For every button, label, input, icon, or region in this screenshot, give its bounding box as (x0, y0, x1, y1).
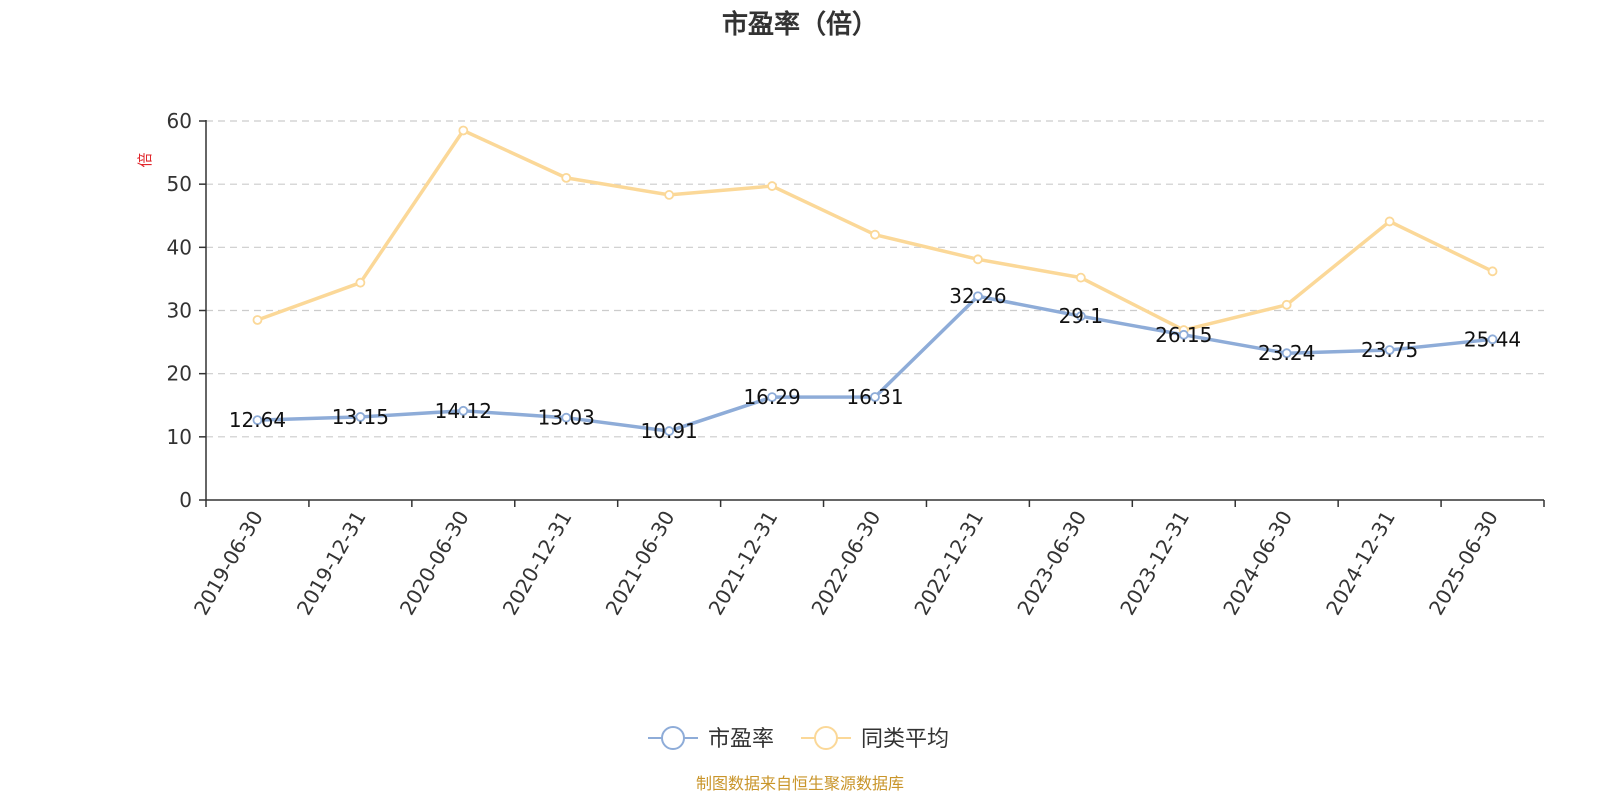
y-tick-label: 50 (167, 172, 192, 196)
x-tick-label: 2022-06-30 (806, 507, 885, 620)
data-point (1075, 311, 1086, 322)
data-point (458, 125, 469, 136)
data-point (1075, 272, 1086, 283)
x-tick-label: 2023-12-31 (1115, 507, 1194, 620)
data-label: 16.29 (743, 385, 800, 409)
data-point (1384, 345, 1395, 355)
data-label: 25.44 (1464, 327, 1521, 351)
legend-marker (814, 726, 838, 750)
data-label: 26.15 (1155, 323, 1212, 347)
legend-marker (661, 726, 685, 750)
x-tick-label: 2024-06-30 (1218, 507, 1297, 620)
y-tick-label: 0 (179, 488, 192, 512)
legend[interactable]: 市盈率 同类平均 (648, 726, 949, 752)
y-tick-label: 40 (167, 235, 192, 259)
data-point (561, 172, 572, 183)
x-tick-label: 2022-12-31 (909, 507, 988, 620)
data-point (1178, 329, 1189, 340)
legend-item-1[interactable]: 同类平均 (801, 726, 949, 752)
data-labels: 12.64 13.15 14.12 13.03 10.91 16.29 16.31 32.26… (229, 284, 1521, 443)
data-point (355, 412, 366, 422)
data-point (973, 291, 983, 302)
series-lines (252, 125, 1498, 436)
data-label: 23.24 (1258, 341, 1315, 365)
x-tick-label: 2025-06-30 (1424, 507, 1503, 620)
x-tick-label: 2020-06-30 (395, 507, 474, 620)
y-axis-unit-label: 倍 (136, 152, 154, 167)
axes: 0 10 20 30 40 50 60 2019-06-30 2019-12-31 2020-06… (167, 109, 1545, 620)
data-point (458, 405, 469, 416)
data-point (1487, 266, 1498, 277)
data-point (1487, 334, 1498, 345)
data-label: 13.15 (332, 405, 389, 429)
data-label: 32.26 (949, 284, 1006, 308)
x-tick-label: 2019-12-31 (292, 507, 371, 620)
data-label: 10.91 (641, 419, 698, 443)
data-point (355, 277, 366, 288)
x-tick-label: 2021-06-30 (601, 507, 680, 620)
x-tick-label: 2023-06-30 (1012, 507, 1091, 620)
data-point (767, 392, 777, 403)
x-tick-label: 2019-06-30 (189, 507, 268, 620)
data-point (561, 412, 572, 423)
data-point (973, 254, 983, 265)
data-point (870, 392, 880, 402)
data-point (1384, 216, 1395, 227)
data-point (664, 426, 675, 436)
data-point (664, 190, 675, 200)
data-point (1281, 299, 1292, 310)
data-point (767, 181, 777, 191)
legend-item-0[interactable]: 市盈率 (648, 726, 774, 752)
legend-label: 市盈率 (708, 727, 774, 752)
data-label: 13.03 (538, 406, 595, 430)
data-label: 29.1 (1059, 304, 1104, 328)
x-tick-label: 2024-12-31 (1321, 507, 1400, 620)
data-point (252, 415, 263, 426)
x-tick-label: 2020-12-31 (498, 507, 577, 620)
data-label: 14.12 (435, 399, 492, 423)
data-point (1281, 348, 1292, 359)
source-note: 制图数据来自恒生聚源数据库 (696, 774, 904, 793)
data-point (870, 229, 880, 240)
y-tick-label: 20 (167, 362, 192, 386)
data-label: 16.31 (846, 385, 903, 409)
data-point (252, 315, 263, 325)
data-label: 23.75 (1361, 338, 1418, 362)
x-tick-label: 2021-12-31 (704, 507, 783, 620)
chart-title: 市盈率（倍） (722, 9, 878, 40)
y-tick-label: 60 (167, 109, 192, 133)
y-tick-label: 30 (167, 299, 192, 323)
y-tick-label: 10 (167, 425, 192, 449)
legend-label: 同类平均 (861, 727, 949, 752)
data-label: 12.64 (229, 408, 286, 432)
